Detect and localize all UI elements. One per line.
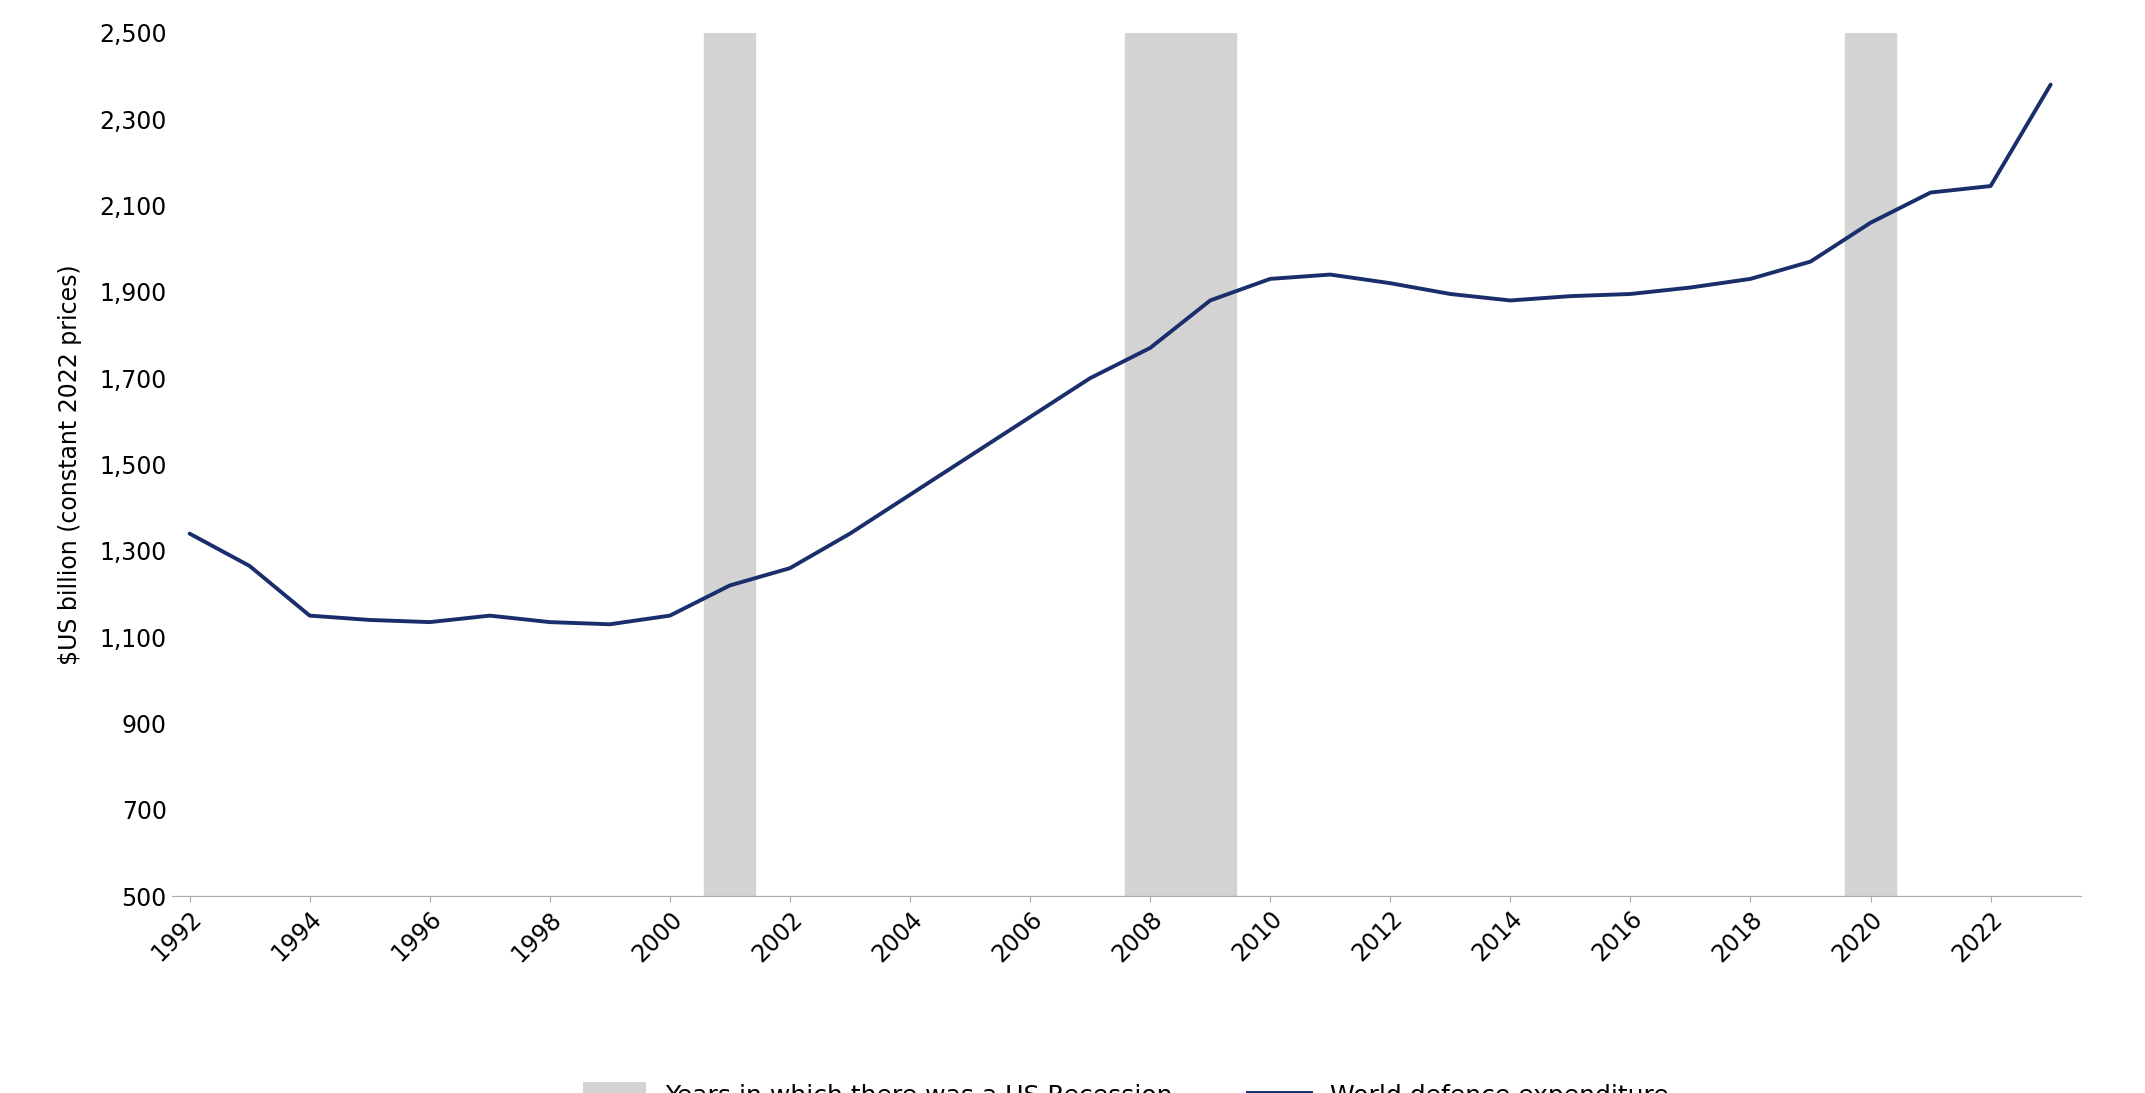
Bar (1845, 33, 1896, 896)
Y-axis label: $US billion (constant 2022 prices): $US billion (constant 2022 prices) (58, 265, 82, 665)
Bar (1124, 33, 1236, 896)
Legend: Years in which there was a US Recession, World defence expenditure: Years in which there was a US Recession,… (583, 1082, 1669, 1093)
Bar (704, 33, 755, 896)
